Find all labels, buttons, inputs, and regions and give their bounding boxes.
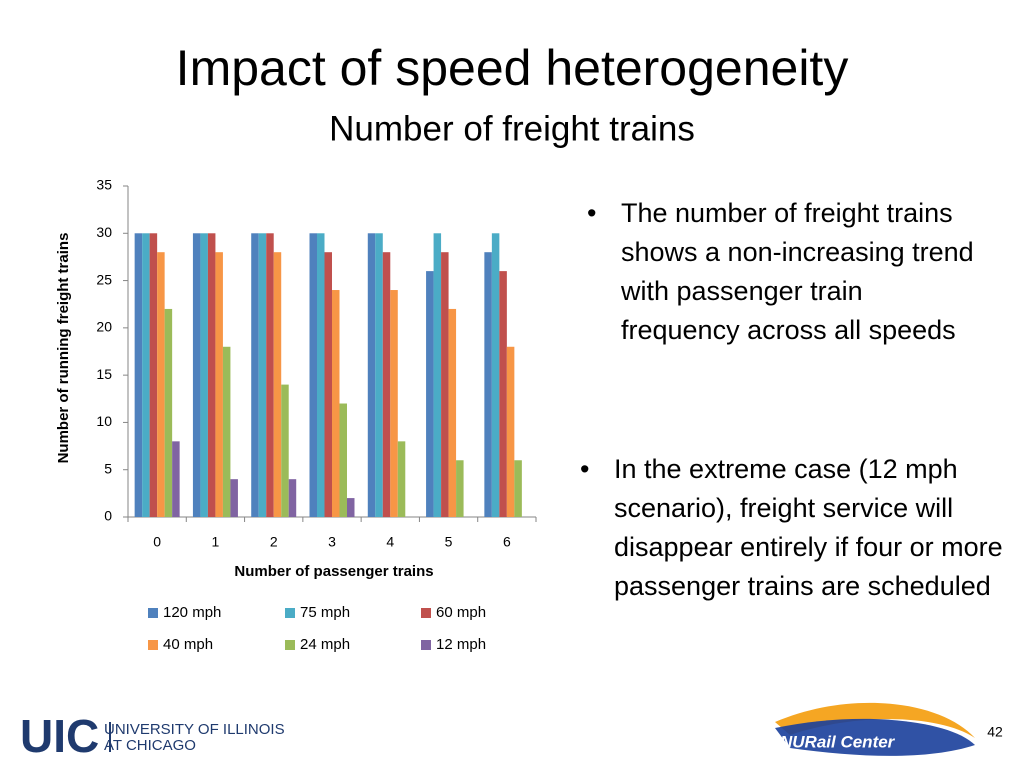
bar (164, 308, 173, 517)
y-tick-label: 15 (96, 366, 112, 382)
bar (339, 403, 347, 517)
page-number: 42 (987, 724, 1003, 740)
legend-swatch (148, 640, 158, 650)
logo-text: NURail Center (780, 732, 896, 751)
bar (142, 233, 150, 518)
legend-label: 24 mph (300, 636, 350, 653)
bar (382, 252, 391, 517)
legend-label: 12 mph (436, 636, 486, 653)
bar (266, 233, 274, 518)
logo-mark: UIC (20, 710, 99, 762)
bar (317, 233, 325, 518)
x-tick-label: 3 (328, 534, 336, 550)
bar (491, 233, 500, 518)
bullet: The number of freight trains shows a non… (587, 194, 981, 350)
bar (288, 479, 297, 517)
bar (309, 233, 317, 518)
bar (273, 252, 282, 517)
y-tick-label: 10 (96, 413, 112, 429)
legend-swatch (285, 608, 295, 618)
logo-line: UNIVERSITY OF ILLINOIS (104, 721, 285, 738)
logo-line: AT CHICAGO (104, 737, 196, 754)
x-tick-label: 1 (212, 534, 220, 550)
bar (433, 233, 442, 518)
bar (441, 252, 449, 517)
y-tick-label: 35 (96, 177, 112, 193)
bar (390, 290, 398, 517)
bar (157, 252, 165, 517)
bar (222, 346, 231, 517)
bar (426, 271, 434, 517)
legend-swatch (285, 640, 295, 650)
x-tick-label: 5 (445, 534, 453, 550)
legend-swatch (421, 608, 431, 618)
bar (375, 233, 383, 518)
bar (251, 233, 259, 518)
legend-label: 40 mph (163, 636, 213, 653)
slide-title: Impact of speed heterogeneity (176, 40, 849, 96)
bar (324, 252, 332, 517)
y-tick-label: 30 (96, 224, 112, 240)
bar (456, 460, 464, 517)
bar (332, 290, 340, 517)
bar (215, 252, 223, 517)
bar (207, 233, 216, 518)
bar (149, 233, 158, 518)
bar (367, 233, 376, 518)
bar (281, 384, 289, 517)
y-tick-label: 0 (104, 508, 112, 524)
bar (506, 346, 515, 517)
bar (134, 233, 143, 518)
bullet: In the extreme case (12 mph scenario), f… (580, 450, 1009, 606)
y-tick-label: 25 (96, 271, 112, 287)
y-axis-label: Number of running freight trains (55, 233, 72, 464)
x-tick-label: 0 (153, 534, 161, 550)
y-tick-label: 5 (104, 460, 112, 476)
x-tick-label: 2 (270, 534, 278, 550)
legend-label: 75 mph (300, 604, 350, 621)
bar (484, 252, 492, 517)
legend-swatch (148, 608, 158, 618)
slide-subtitle: Number of freight trains (329, 109, 695, 148)
legend-label: 120 mph (163, 604, 221, 621)
bar (514, 460, 522, 517)
y-tick-label: 20 (96, 319, 112, 335)
x-tick-label: 4 (386, 534, 394, 550)
bar (258, 233, 267, 518)
bar (200, 233, 208, 518)
legend-label: 60 mph (436, 604, 486, 621)
legend-swatch (421, 640, 431, 650)
bar (448, 308, 457, 517)
bar (397, 441, 406, 517)
bar (172, 441, 180, 517)
bar (347, 498, 355, 517)
bar (192, 233, 201, 518)
bar (230, 479, 238, 517)
x-tick-label: 6 (503, 534, 511, 550)
x-axis-label: Number of passenger trains (234, 563, 433, 580)
logo-swoosh (775, 718, 975, 756)
logo-swoosh (775, 702, 975, 738)
bar (499, 271, 507, 517)
